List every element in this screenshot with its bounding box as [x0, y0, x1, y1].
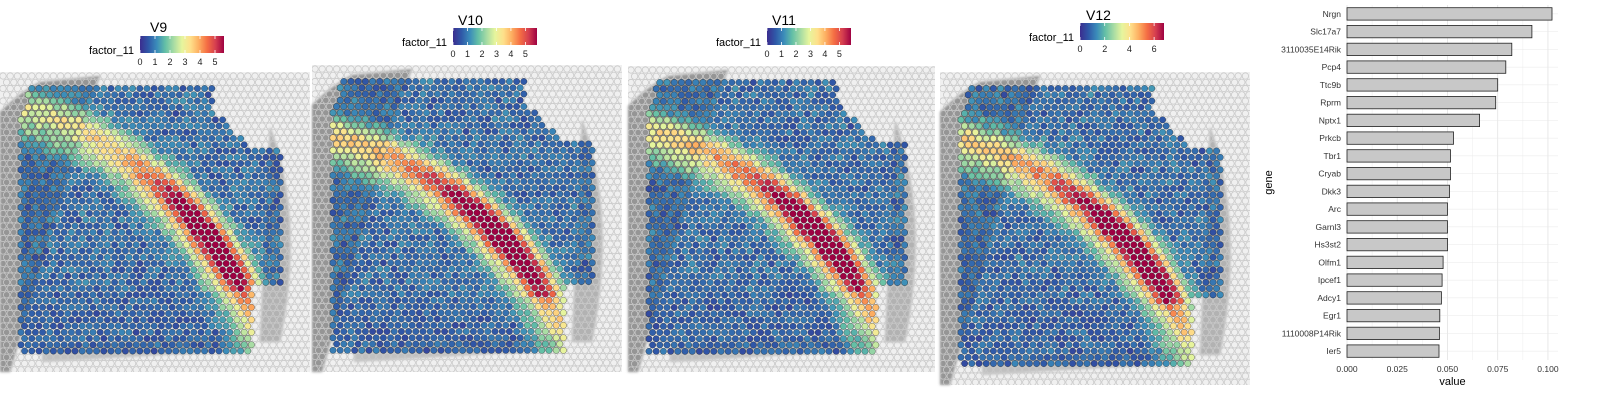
colorbar-tick-label: 4 [197, 57, 202, 67]
colorbar-tick-label: 5 [212, 57, 217, 67]
gene-tick-label: Egr1 [1323, 311, 1341, 321]
bar-ier5 [1347, 345, 1439, 357]
bar-hs3st2 [1347, 238, 1448, 250]
legend-label: factor_11 [716, 37, 761, 49]
gene-tick-label: Dkk3 [1322, 186, 1342, 196]
plot-area [1347, 5, 1558, 360]
colorbar [453, 28, 537, 45]
y-axis-title: gene [1263, 170, 1275, 194]
colorbar-tick-label: 5 [523, 49, 528, 59]
bar-3110035e14rik [1347, 43, 1512, 55]
colorbar-tick-label: 0 [1077, 44, 1082, 54]
x-tick-label: 0.100 [1537, 364, 1559, 374]
panel-title: V11 [772, 12, 796, 28]
panel-title: V12 [1086, 7, 1111, 23]
colorbar-tick-label: 3 [808, 49, 813, 59]
colorbar [140, 36, 224, 53]
gene-tick-label: Tbr1 [1324, 151, 1342, 161]
bar-slc17a7 [1347, 25, 1532, 37]
colorbar-tick-label: 4 [822, 49, 827, 59]
colorbar-tick-label: 3 [494, 49, 499, 59]
bar-arc [1347, 203, 1448, 215]
x-tick-label: 0.000 [1336, 364, 1358, 374]
gene-tick-label: Ier5 [1326, 346, 1341, 356]
colorbar-tick-label: 5 [837, 49, 842, 59]
colorbar-tick-label: 2 [1102, 44, 1107, 54]
panel-title: V9 [150, 19, 167, 35]
bar-ipcef1 [1347, 274, 1442, 286]
colorbar-tick-label: 4 [508, 49, 513, 59]
bar-olfm1 [1347, 256, 1443, 268]
gene-tick-label: Nrgn [1323, 9, 1342, 19]
gene-tick-label: Garnl3 [1315, 222, 1341, 232]
gene-tick-label: Ipcef1 [1318, 275, 1341, 285]
colorbar-tick-label: 0 [450, 49, 455, 59]
bar-egr1 [1347, 309, 1440, 321]
bar-dkk3 [1347, 185, 1450, 197]
gene-tick-label: Slc17a7 [1310, 27, 1341, 37]
colorbar-tick-label: 0 [137, 57, 142, 67]
bar-nrgn [1347, 8, 1552, 20]
gene-tick-label: Adcy1 [1317, 293, 1341, 303]
panel-title: V10 [458, 12, 483, 28]
bar-pcp4 [1347, 61, 1506, 73]
bar-tbr1 [1347, 150, 1451, 162]
gene-tick-label: Cryab [1318, 169, 1341, 179]
colorbar [767, 28, 851, 45]
legend-label: factor_11 [89, 45, 134, 57]
colorbar-tick-label: 2 [793, 49, 798, 59]
colorbar-tick-label: 3 [182, 57, 187, 67]
gene-tick-label: Pcp4 [1322, 62, 1342, 72]
gene-tick-label: Nptx1 [1319, 115, 1341, 125]
gene-tick-label: 1110008P14Rik [1282, 328, 1342, 338]
colorbar-tick-label: 4 [1127, 44, 1132, 54]
gene-tick-label: Olfm1 [1318, 257, 1341, 267]
colorbar-tick-label: 2 [167, 57, 172, 67]
bar-1110008p14rik [1347, 327, 1439, 339]
bar-adcy1 [1347, 292, 1441, 304]
bar-chart: Nrgn Slc17a7 3110035E14Rik Pcp4 Ttc9b Rprm Npt… [1263, 5, 1559, 388]
bar-garnl3 [1347, 221, 1448, 233]
gene-tick-label: Arc [1328, 204, 1342, 214]
x-tick-label: 0.075 [1487, 364, 1509, 374]
colorbar-tick-label: 2 [479, 49, 484, 59]
bar-prkcb [1347, 132, 1454, 144]
bar-rprm [1347, 96, 1496, 108]
x-tick-label: 0.025 [1387, 364, 1409, 374]
colorbar-tick-label: 1 [152, 57, 157, 67]
legend-label: factor_11 [1029, 32, 1074, 44]
colorbar-tick-label: 1 [465, 49, 470, 59]
bar-ttc9b [1347, 79, 1498, 91]
legend-label: factor_11 [402, 37, 447, 49]
gene-tick-label: Ttc9b [1320, 80, 1342, 90]
colorbar [1080, 23, 1164, 40]
spatial-panel-v12: V12 factor_110 2 4 6 [940, 7, 1252, 386]
gene-tick-label: Rprm [1320, 98, 1341, 108]
x-tick-label: 0.050 [1437, 364, 1459, 374]
bar-nptx1 [1347, 114, 1480, 126]
x-axis-title: value [1439, 376, 1465, 388]
colorbar-tick-label: 0 [764, 49, 769, 59]
bar-cryab [1347, 167, 1451, 179]
gene-tick-label: Prkcb [1319, 133, 1341, 143]
gene-tick-label: Hs3st2 [1315, 240, 1342, 250]
colorbar-tick-label: 6 [1152, 44, 1157, 54]
gene-tick-label: 3110035E14Rik [1281, 44, 1342, 54]
colorbar-tick-label: 1 [779, 49, 784, 59]
